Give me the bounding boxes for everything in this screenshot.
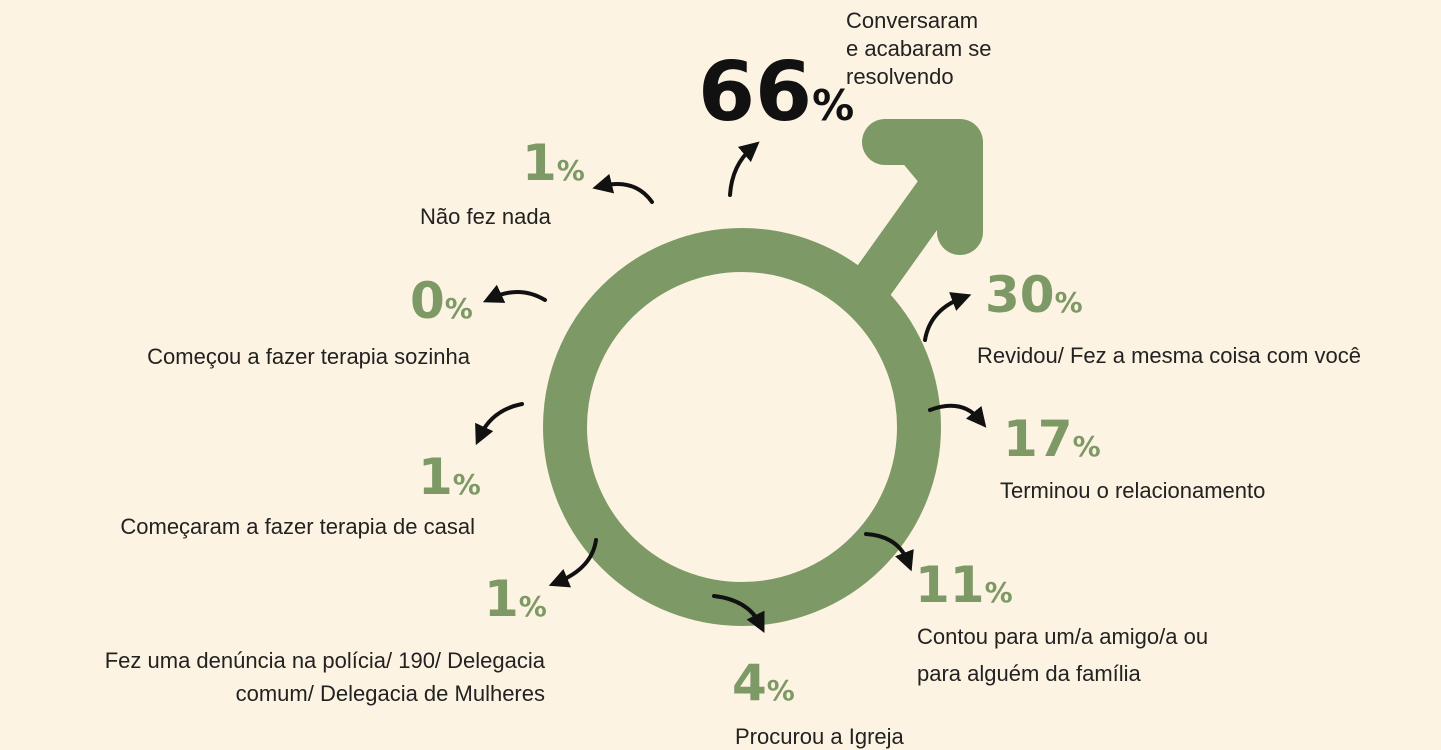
percentage: 30% xyxy=(985,266,1083,324)
percentage: 1% xyxy=(418,448,481,506)
label: Não fez nada xyxy=(420,204,552,229)
percent-sign: % xyxy=(519,590,547,623)
value: 1 xyxy=(484,570,519,628)
label: Procurou a Igreja xyxy=(735,724,905,749)
label: Começou a fazer terapia sozinha xyxy=(147,344,471,369)
value: 4 xyxy=(732,654,767,712)
percent-sign: % xyxy=(557,154,585,187)
percentage: 1% xyxy=(484,570,547,628)
percent-sign: % xyxy=(812,81,854,130)
value: 30 xyxy=(985,266,1055,324)
label: Revidou/ Fez a mesma coisa com você xyxy=(977,343,1361,368)
arrows xyxy=(475,141,987,633)
label: comum/ Delegacia de Mulheres xyxy=(236,681,545,706)
percentage: 0% xyxy=(410,272,473,330)
value: 11 xyxy=(915,556,985,614)
percentage: 1% xyxy=(522,134,585,192)
label: Conversaram xyxy=(846,8,978,33)
label: e acabaram se xyxy=(846,36,992,61)
value: 66 xyxy=(698,45,812,140)
percent-sign: % xyxy=(1073,430,1101,463)
male-symbol xyxy=(543,119,983,626)
percentage: 4% xyxy=(732,654,795,712)
percent-sign: % xyxy=(767,674,795,707)
percent-sign: % xyxy=(445,292,473,325)
value: 1 xyxy=(522,134,557,192)
value: 17 xyxy=(1003,410,1073,468)
percentage: 11% xyxy=(915,556,1013,614)
value: 0 xyxy=(410,272,445,330)
label: Fez uma denúncia na polícia/ 190/ Delega… xyxy=(105,648,546,673)
percent-sign: % xyxy=(1055,286,1083,319)
percentage: 66% xyxy=(698,45,854,140)
percent-sign: % xyxy=(453,468,481,501)
label: resolvendo xyxy=(846,64,954,89)
percent-sign: % xyxy=(985,576,1013,609)
label: Contou para um/a amigo/a ou xyxy=(917,624,1208,649)
label: Terminou o relacionamento xyxy=(1000,478,1265,503)
value: 1 xyxy=(418,448,453,506)
label: Começaram a fazer terapia de casal xyxy=(120,514,475,539)
label: para alguém da família xyxy=(917,661,1142,686)
percentage: 17% xyxy=(1003,410,1101,468)
